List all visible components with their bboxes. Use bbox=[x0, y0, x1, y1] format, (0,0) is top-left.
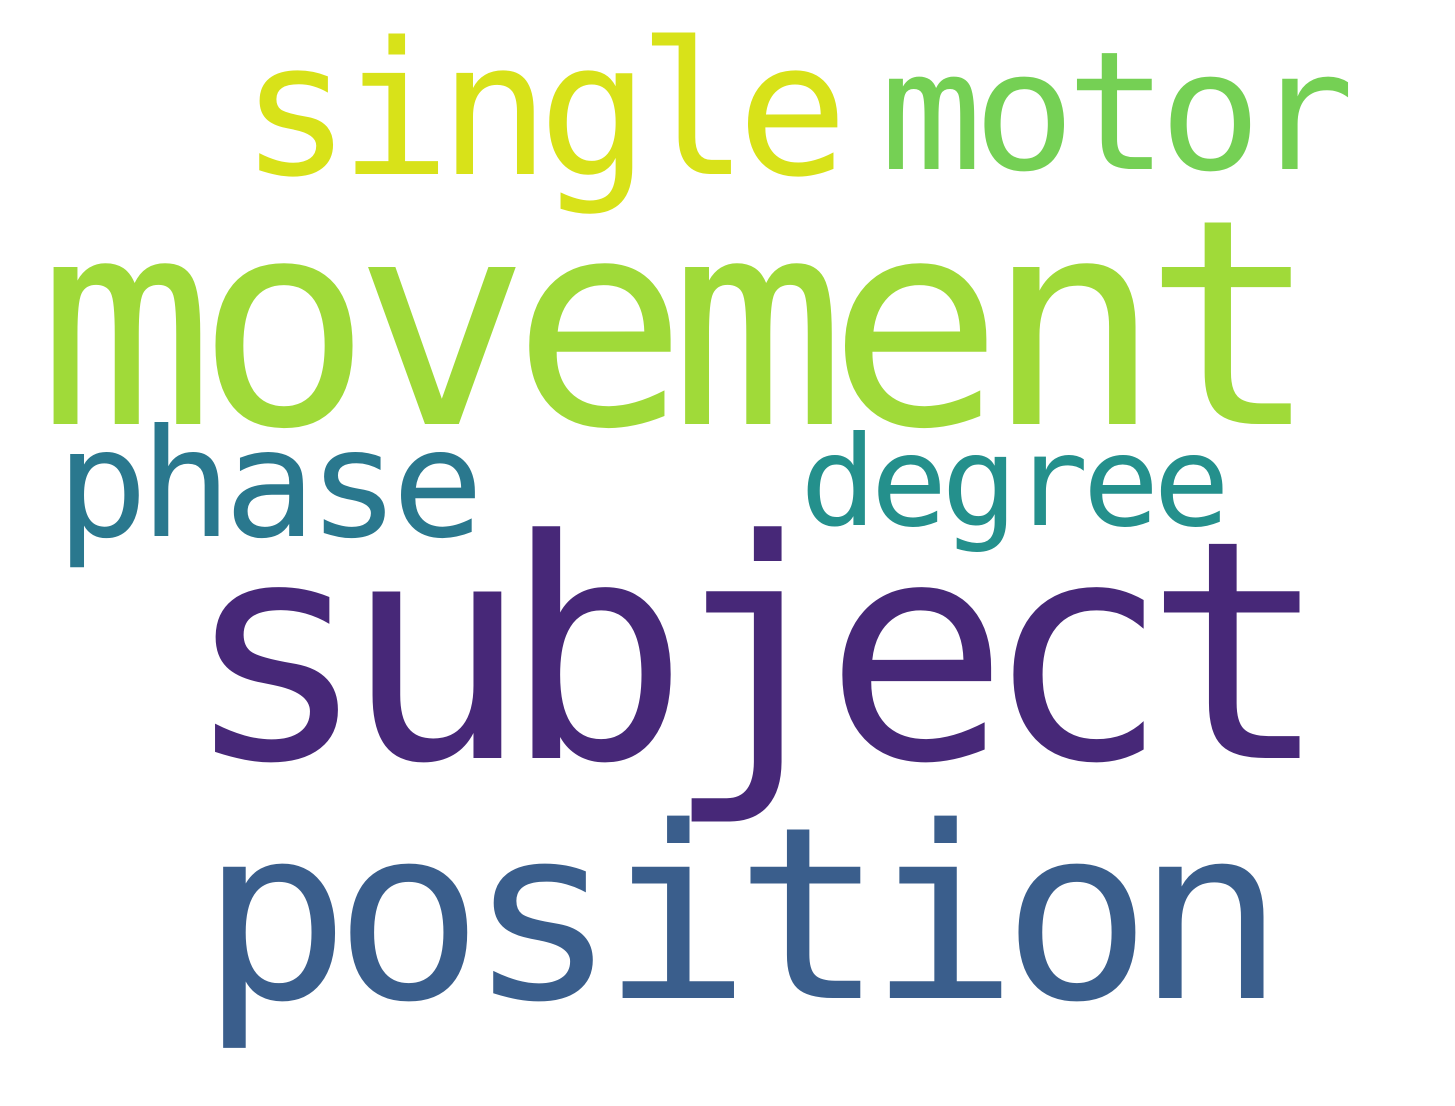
word-single: single bbox=[240, 2, 848, 218]
word-degree: degree bbox=[800, 410, 1230, 555]
word-position: position bbox=[200, 775, 1286, 1055]
word-movement: movement bbox=[38, 158, 1319, 492]
word-phase: phase bbox=[56, 398, 484, 572]
word-subject: subject bbox=[183, 475, 1330, 830]
word-motor: motor bbox=[880, 16, 1355, 208]
